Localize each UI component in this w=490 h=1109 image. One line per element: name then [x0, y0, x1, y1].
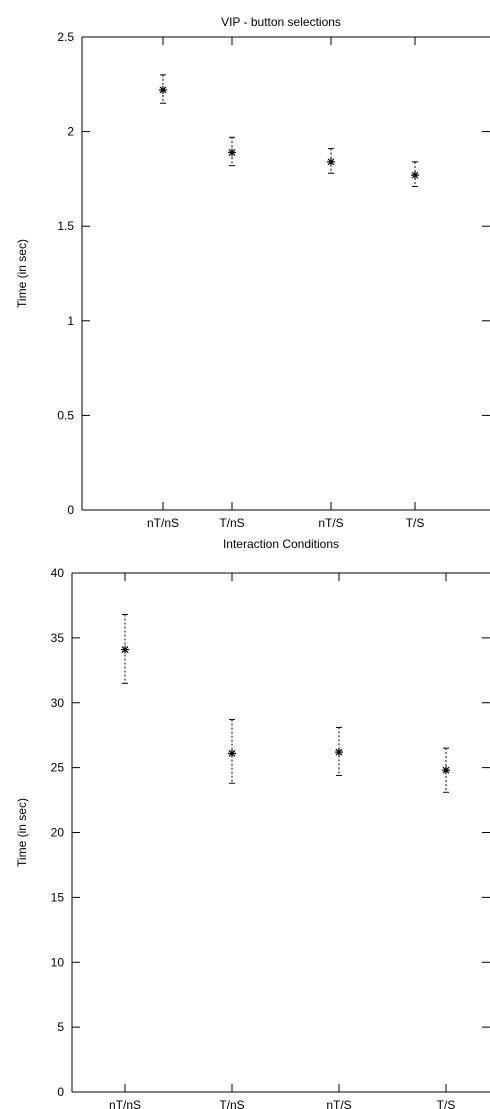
- y-tick-label: 5: [57, 1020, 64, 1034]
- asterisk-marker: [411, 171, 419, 180]
- y-tick-label: 20: [51, 826, 65, 840]
- x-tick-label: nT/nS: [109, 1098, 141, 1109]
- marker-stroke: [411, 171, 419, 179]
- asterisk-marker: [121, 645, 129, 654]
- marker-stroke: [228, 148, 236, 156]
- y-tick-label: 1.5: [57, 219, 74, 233]
- x-tick-label: T/S: [437, 1098, 456, 1109]
- marker-stroke: [335, 748, 343, 756]
- y-tick-label: 30: [51, 696, 65, 710]
- y-tick-label: 1: [67, 314, 74, 328]
- asterisk-marker: [327, 157, 335, 166]
- x-tick-label: T/S: [406, 516, 425, 530]
- y-tick-label: 0: [57, 1085, 64, 1099]
- x-tick-label: nT/S: [318, 516, 343, 530]
- marker-stroke: [327, 158, 335, 166]
- y-axis-label: Time (in sec): [15, 798, 29, 867]
- x-axis-label: Interaction Conditions: [223, 537, 339, 551]
- data-point: [228, 719, 236, 784]
- chart-2: 0 5 10 15 20 25 30 35 40 Time (in sec) nT/nS T/nS nT…: [15, 566, 490, 1109]
- x-tick-label: T/nS: [219, 516, 244, 530]
- marker-stroke: [159, 86, 167, 94]
- data-point: [327, 148, 335, 174]
- chart-1: VIP - button selections 0 0.5 1 1.5 2 2.5 Time …: [15, 15, 490, 551]
- y-tick-label: 35: [51, 631, 65, 645]
- asterisk-marker: [442, 766, 450, 775]
- data-point: [442, 747, 450, 793]
- x-tick-label: T/nS: [219, 1098, 244, 1109]
- asterisk-marker: [228, 749, 236, 758]
- y-tick-label: 10: [51, 955, 65, 969]
- marker-stroke: [442, 766, 450, 774]
- y-tick-label: 40: [51, 566, 65, 580]
- asterisk-marker: [335, 748, 343, 757]
- marker-stroke: [121, 646, 129, 653]
- y-tick-label: 15: [51, 890, 65, 904]
- x-tick-label: nT/nS: [147, 516, 179, 530]
- y-tick-label: 2: [67, 125, 74, 139]
- data-point: [335, 726, 343, 776]
- y-tick-label: 2.5: [57, 30, 74, 44]
- data-point: [228, 136, 236, 167]
- asterisk-marker: [159, 85, 167, 94]
- data-point: [411, 161, 419, 187]
- chart-title: VIP - button selections: [221, 15, 341, 29]
- data-point: [121, 614, 129, 684]
- data-point: [159, 74, 167, 104]
- y-tick-label: 25: [51, 761, 65, 775]
- y-tick-label: 0.5: [57, 408, 74, 422]
- y-axis-label: Time (in sec): [15, 239, 29, 308]
- y-tick-label: 0: [67, 503, 74, 517]
- marker-stroke: [228, 749, 236, 757]
- asterisk-marker: [228, 148, 236, 157]
- x-tick-label: nT/S: [326, 1098, 351, 1109]
